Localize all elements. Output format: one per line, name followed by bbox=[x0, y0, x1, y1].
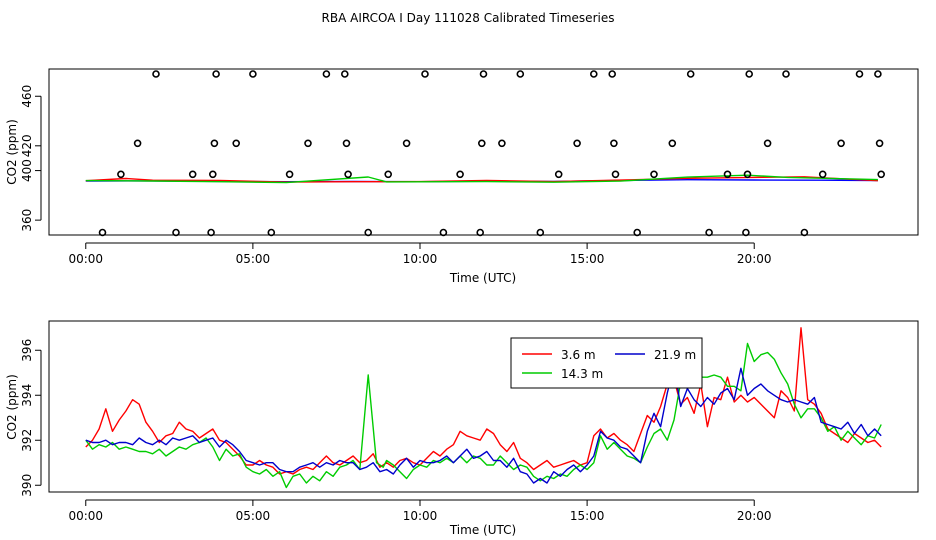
bottom-y-tick-label: 392 bbox=[20, 429, 34, 452]
data-point bbox=[207, 228, 215, 237]
data-point bbox=[650, 170, 658, 179]
bottom-series-group bbox=[85, 327, 882, 489]
data-point bbox=[668, 139, 677, 148]
data-point bbox=[210, 139, 219, 148]
data-point bbox=[212, 70, 220, 78]
bottom-x-tick-label: 05:00 bbox=[236, 509, 271, 523]
data-point bbox=[498, 139, 506, 148]
data-point bbox=[479, 70, 488, 78]
top-points-group bbox=[98, 70, 886, 237]
data-point bbox=[536, 228, 545, 237]
bottom-x-axis-label: Time (UTC) bbox=[449, 523, 516, 537]
top-y-axis-label: CO2 (ppm) bbox=[5, 119, 19, 185]
data-point bbox=[742, 228, 750, 237]
top-x-axis: 00:00 05:00 10:00 15:00 20:00 bbox=[68, 242, 772, 266]
top-x-tick-label: 10:00 bbox=[403, 252, 438, 266]
top-y-tick-label: 460 bbox=[20, 85, 34, 108]
data-point bbox=[877, 170, 886, 179]
data-point bbox=[610, 139, 618, 148]
data-point bbox=[117, 170, 125, 179]
chart-title: RBA AIRCOA I Day 111028 Calibrated Times… bbox=[322, 11, 615, 25]
data-point bbox=[686, 70, 695, 78]
data-point bbox=[477, 139, 486, 148]
data-point bbox=[763, 139, 772, 148]
data-point bbox=[209, 170, 217, 179]
data-point bbox=[800, 228, 809, 237]
bottom-panel: 00:00 05:00 10:00 15:00 20:00 390 392 394 396 T… bbox=[5, 320, 919, 537]
data-point bbox=[837, 139, 845, 148]
data-point bbox=[874, 70, 882, 78]
bottom-plot-frame bbox=[48, 320, 919, 493]
bottom-series-line-2 bbox=[85, 365, 882, 484]
bottom-y-axis: 390 392 394 396 bbox=[20, 339, 42, 497]
data-point bbox=[554, 170, 563, 179]
data-point bbox=[608, 70, 617, 78]
data-point bbox=[340, 70, 349, 78]
data-point bbox=[322, 70, 331, 78]
data-point bbox=[402, 139, 411, 148]
data-point bbox=[267, 228, 276, 237]
legend-label-21-9m: 21.9 m bbox=[654, 348, 696, 362]
top-series-line-2 bbox=[85, 174, 878, 184]
data-point bbox=[304, 139, 312, 148]
data-point bbox=[818, 170, 827, 179]
bottom-series-line-0 bbox=[85, 327, 882, 475]
data-point bbox=[439, 228, 448, 237]
bottom-x-tick-label: 00:00 bbox=[68, 509, 103, 523]
bottom-x-tick-label: 15:00 bbox=[570, 509, 605, 523]
data-point bbox=[875, 139, 884, 148]
top-x-tick-label: 00:00 bbox=[68, 252, 103, 266]
data-point bbox=[188, 170, 197, 179]
data-point bbox=[855, 70, 864, 78]
data-point bbox=[232, 139, 240, 148]
legend-label-3-6m: 3.6 m bbox=[561, 348, 596, 362]
data-point bbox=[633, 228, 642, 237]
legend: 3.6 m 14.3 m 21.9 m bbox=[510, 337, 703, 389]
data-point bbox=[249, 70, 257, 78]
legend-box bbox=[510, 337, 703, 389]
bottom-y-axis-label: CO2 (ppm) bbox=[5, 374, 19, 440]
top-y-tick-label: 420 bbox=[20, 134, 34, 157]
data-point bbox=[98, 228, 107, 237]
legend-label-14-3m: 14.3 m bbox=[561, 367, 603, 381]
top-y-tick-label: 400 bbox=[20, 159, 34, 182]
top-x-axis-label: Time (UTC) bbox=[449, 271, 516, 285]
bottom-x-tick-label: 10:00 bbox=[403, 509, 438, 523]
data-point bbox=[364, 228, 373, 237]
data-point bbox=[723, 170, 732, 179]
data-point bbox=[516, 70, 525, 78]
bottom-series-line-1 bbox=[85, 342, 882, 489]
data-point bbox=[285, 170, 294, 179]
top-y-tick-label: 360 bbox=[20, 209, 34, 232]
data-point bbox=[476, 228, 485, 237]
data-point bbox=[421, 70, 429, 78]
top-series-group bbox=[85, 174, 878, 184]
bottom-y-tick-label: 394 bbox=[20, 384, 34, 407]
data-point bbox=[782, 70, 790, 78]
bottom-x-tick-label: 20:00 bbox=[737, 509, 772, 523]
data-point bbox=[172, 228, 180, 237]
top-x-tick-label: 20:00 bbox=[737, 252, 772, 266]
top-x-tick-label: 15:00 bbox=[570, 252, 605, 266]
data-point bbox=[589, 70, 598, 78]
data-point bbox=[745, 70, 754, 78]
top-x-tick-label: 05:00 bbox=[236, 252, 271, 266]
data-point bbox=[573, 139, 581, 148]
data-point bbox=[743, 170, 752, 179]
data-point bbox=[152, 70, 160, 78]
bottom-y-tick-label: 396 bbox=[20, 339, 34, 362]
data-point bbox=[133, 139, 142, 148]
data-point bbox=[456, 170, 464, 179]
bottom-y-tick-label: 390 bbox=[20, 474, 34, 497]
data-point bbox=[705, 228, 713, 237]
data-point bbox=[344, 170, 352, 179]
data-point bbox=[384, 170, 393, 179]
data-point bbox=[342, 139, 351, 148]
top-plot-frame bbox=[48, 68, 919, 236]
top-y-axis: 360 400 420 460 bbox=[20, 85, 42, 232]
top-panel: 00:00 05:00 10:00 15:00 20:00 360 400 420 460 T… bbox=[5, 68, 919, 285]
bottom-x-axis: 00:00 05:00 10:00 15:00 20:00 bbox=[68, 499, 772, 523]
data-point bbox=[611, 170, 620, 179]
